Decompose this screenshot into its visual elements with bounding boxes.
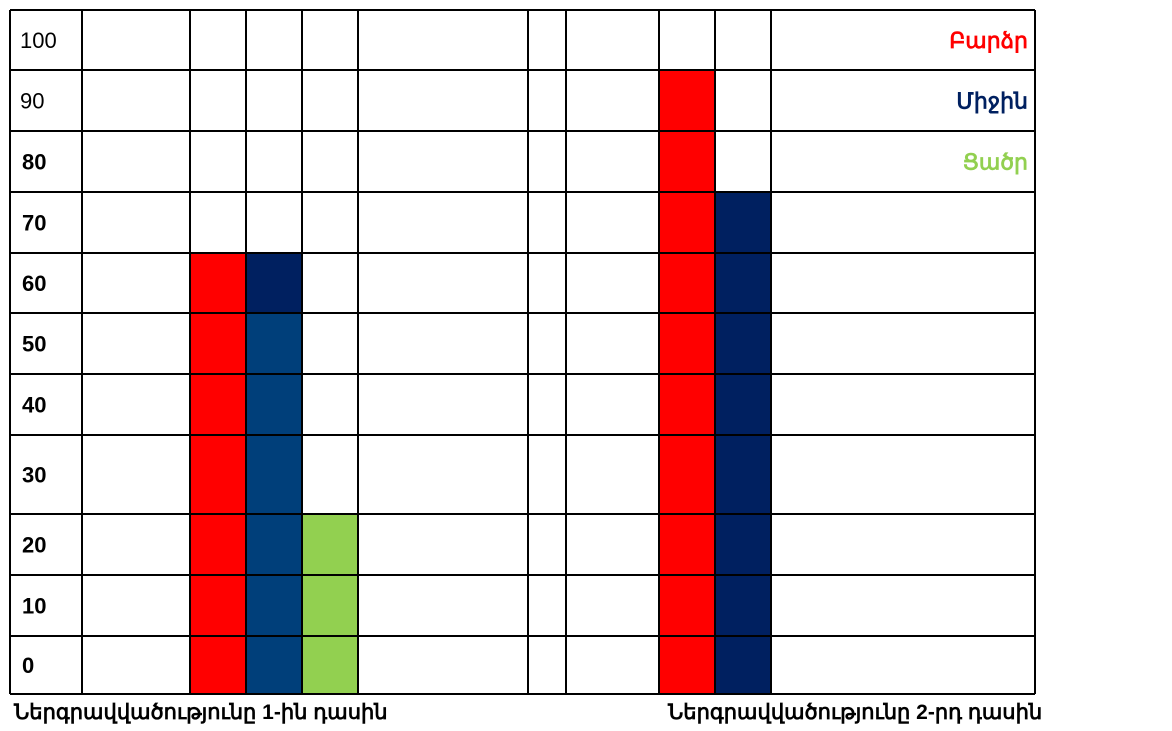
y-tick-label: 0 [22,653,34,678]
legend: Բարձր Միջին Ցածր [949,28,1028,175]
bar-medium-cat2 [715,253,771,694]
category-label-2: Ներգրավվածությունը 2-րդ դասին [668,701,1043,724]
category-label-1: Ներգրավվածությունը 1-ին դասին [14,701,388,724]
bar-low-cat1 [302,514,358,694]
y-tick-label: 70 [22,211,46,236]
bar-high-cat2 [659,70,715,694]
y-tick-label: 20 [22,533,46,558]
y-tick-label: 30 [22,463,46,488]
y-tick-label: 80 [22,150,46,175]
y-tick-label: 60 [22,271,46,296]
legend-item: Բարձր [949,28,1028,53]
bar-medium-cat1-top [246,253,302,313]
y-tick-label: 90 [20,89,44,114]
bar-high-cat1 [190,253,246,694]
grid [9,9,1036,695]
y-tick-label: 40 [22,393,46,418]
legend-item: Ցածր [963,150,1028,175]
bar-medium-cat2-top [715,192,771,253]
legend-item: Միջին [956,89,1028,114]
y-tick-label: 100 [20,28,57,53]
bars-layer [190,70,771,694]
bar-medium-cat1 [246,313,302,694]
y-tick-label: 10 [22,594,46,619]
y-tick-label: 50 [22,332,46,357]
